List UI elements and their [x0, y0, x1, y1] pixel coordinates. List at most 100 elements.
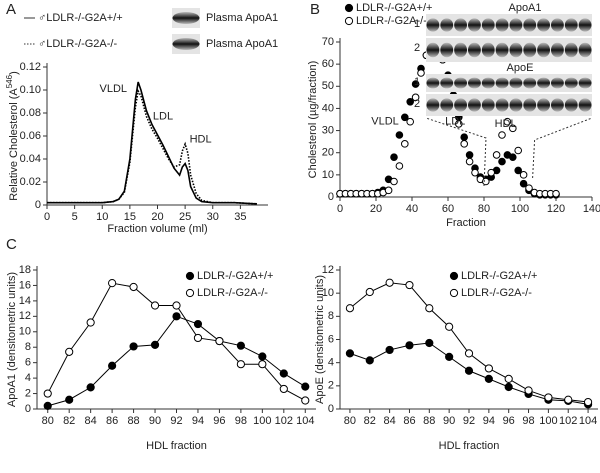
data-point	[86, 318, 95, 327]
data-point	[395, 131, 404, 139]
y-tick-label: 4	[25, 372, 31, 384]
blot-band	[468, 98, 481, 112]
data-point	[425, 304, 434, 313]
y-tick-label: 10	[322, 287, 334, 299]
data-point	[504, 374, 513, 383]
blot-label: ApoA1	[508, 2, 541, 14]
blot-background	[426, 94, 592, 116]
data-point	[487, 168, 496, 177]
data-point	[484, 374, 493, 383]
data-point	[365, 287, 374, 297]
annotation: LDL	[153, 110, 173, 122]
data-point	[519, 171, 528, 179]
data-point	[43, 401, 52, 411]
data-point	[193, 319, 203, 329]
y-axis-title: Relative Cholesterol (A546)	[5, 71, 20, 201]
lane-label: 2	[414, 42, 420, 54]
data-point	[390, 153, 398, 161]
x-axis-title: HDL fraction	[146, 440, 207, 452]
lane-label: 2	[414, 98, 420, 110]
data-point	[150, 301, 160, 310]
data-point	[406, 97, 415, 106]
blot-band	[578, 98, 592, 112]
data-point	[395, 162, 404, 170]
blot-background	[426, 74, 592, 92]
y-tick-label: 2	[328, 380, 334, 392]
data-point	[385, 278, 394, 287]
data-point	[524, 386, 533, 395]
legend-label: ♂LDLR-/-G2A-/-	[38, 38, 117, 50]
x-tick-label: 94	[192, 415, 204, 427]
data-point	[464, 349, 474, 358]
data-point	[279, 369, 288, 378]
data-point	[236, 341, 245, 350]
x-axis-title: HDL fraction	[439, 440, 500, 452]
x-tick-label: 80	[478, 203, 490, 215]
blot-band	[426, 42, 440, 58]
data-point	[405, 280, 414, 290]
x-tick-label: 92	[463, 415, 475, 427]
panel-label: A	[6, 1, 16, 18]
data-point	[503, 117, 512, 126]
blot-band	[468, 77, 481, 89]
data-point	[65, 395, 74, 404]
connector	[532, 117, 593, 179]
legend-label: LDLR-/-G2A-/-	[461, 287, 532, 299]
y-tick-label: 40	[322, 102, 334, 114]
series-line	[47, 282, 306, 401]
blot-band	[481, 98, 495, 112]
annotation: HDL	[495, 118, 517, 130]
blot-band	[454, 77, 468, 89]
blot-band	[495, 18, 509, 32]
blot-band	[440, 42, 454, 58]
legend-label: ♂LDLR-/-G2A+/+	[38, 12, 123, 24]
data-point	[172, 301, 181, 310]
x-tick-label: 100	[253, 415, 271, 427]
y-tick-label: 50	[322, 80, 334, 92]
data-point	[465, 157, 474, 166]
x-tick-label: 98	[235, 415, 247, 427]
data-point	[193, 333, 203, 343]
y-tick-label: 14	[19, 295, 31, 307]
blot-band	[564, 18, 578, 32]
y-tick-label: 30	[322, 124, 334, 136]
blot-band	[551, 18, 564, 32]
blot-band	[481, 18, 495, 32]
panel-label: C	[6, 236, 17, 253]
blot-band	[440, 98, 454, 112]
data-point	[390, 177, 398, 186]
blot-band	[509, 42, 523, 58]
x-tick-label: 96	[213, 415, 225, 427]
annotation: VLDL	[100, 83, 128, 95]
data-point	[498, 157, 506, 166]
data-point	[129, 342, 138, 351]
x-tick-label: 90	[443, 415, 455, 427]
x-axis-title: Fraction	[446, 217, 486, 229]
data-point	[482, 177, 490, 186]
blot-band	[509, 18, 523, 32]
x-tick-label: 0	[44, 211, 50, 223]
blot-band	[440, 77, 454, 89]
data-point	[509, 153, 517, 161]
y-axis-title: Cholesterol (µg/fraction)	[307, 61, 319, 179]
data-point	[43, 389, 52, 398]
data-point	[258, 352, 267, 361]
x-tick-label: 60	[442, 203, 454, 215]
blot-band	[454, 42, 468, 58]
data-point	[544, 393, 553, 402]
blot-background	[426, 38, 592, 62]
x-tick-label: 96	[503, 415, 515, 427]
blot-band	[578, 77, 592, 89]
blot-band	[564, 42, 578, 58]
connector	[425, 117, 487, 187]
y-axis-title-text: Relative Cholesterol (A	[8, 88, 20, 201]
y-axis-title: ApoE (densitometric units)	[314, 275, 326, 404]
y-axis-title-text: ApoA1 (densitometric units)	[6, 272, 18, 407]
blot-band	[426, 77, 440, 89]
blot-label: Plasma ApoA1	[206, 12, 278, 24]
blot-band	[481, 77, 495, 89]
data-point	[514, 166, 523, 175]
x-tick-label: 84	[383, 415, 395, 427]
blot-band	[495, 98, 509, 112]
